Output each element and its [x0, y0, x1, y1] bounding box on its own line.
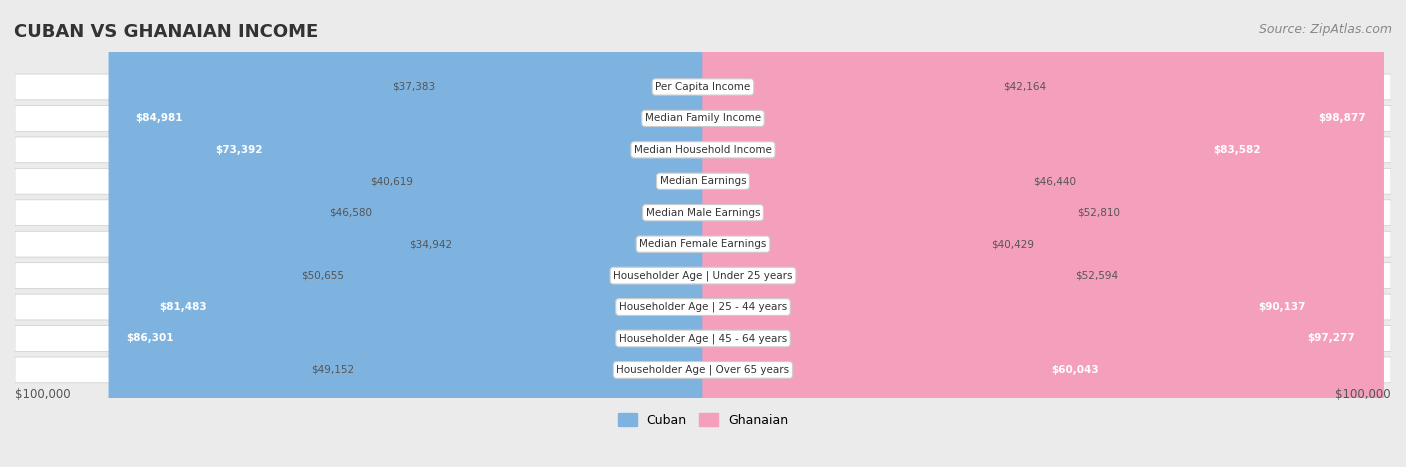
- Text: Source: ZipAtlas.com: Source: ZipAtlas.com: [1258, 23, 1392, 36]
- FancyBboxPatch shape: [197, 0, 703, 467]
- FancyBboxPatch shape: [703, 0, 994, 467]
- Text: $46,440: $46,440: [1033, 176, 1076, 186]
- Text: Per Capita Income: Per Capita Income: [655, 82, 751, 92]
- FancyBboxPatch shape: [15, 169, 1391, 194]
- Text: $52,810: $52,810: [1077, 208, 1119, 218]
- Text: $50,655: $50,655: [301, 270, 344, 281]
- FancyBboxPatch shape: [108, 0, 703, 467]
- Text: $100,000: $100,000: [1336, 388, 1391, 401]
- Text: $46,580: $46,580: [329, 208, 373, 218]
- Text: CUBAN VS GHANAIAN INCOME: CUBAN VS GHANAIAN INCOME: [14, 23, 318, 42]
- FancyBboxPatch shape: [703, 0, 1116, 467]
- FancyBboxPatch shape: [703, 0, 1067, 467]
- Text: $40,429: $40,429: [991, 239, 1035, 249]
- Text: Median Earnings: Median Earnings: [659, 176, 747, 186]
- FancyBboxPatch shape: [15, 231, 1391, 257]
- Text: $81,483: $81,483: [160, 302, 207, 312]
- FancyBboxPatch shape: [15, 106, 1391, 131]
- FancyBboxPatch shape: [15, 294, 1391, 320]
- FancyBboxPatch shape: [423, 0, 703, 467]
- Text: $86,301: $86,301: [127, 333, 174, 343]
- FancyBboxPatch shape: [703, 0, 1066, 467]
- Text: Median Family Income: Median Family Income: [645, 113, 761, 123]
- Text: $73,392: $73,392: [215, 145, 263, 155]
- Text: $42,164: $42,164: [1004, 82, 1046, 92]
- FancyBboxPatch shape: [15, 137, 1391, 163]
- Text: $40,619: $40,619: [370, 176, 413, 186]
- FancyBboxPatch shape: [15, 200, 1391, 226]
- FancyBboxPatch shape: [703, 0, 981, 467]
- Text: $83,582: $83,582: [1213, 145, 1261, 155]
- Text: $98,877: $98,877: [1319, 113, 1367, 123]
- FancyBboxPatch shape: [15, 263, 1391, 289]
- Text: $49,152: $49,152: [311, 365, 354, 375]
- Text: Median Household Income: Median Household Income: [634, 145, 772, 155]
- FancyBboxPatch shape: [364, 0, 703, 467]
- Text: Median Male Earnings: Median Male Earnings: [645, 208, 761, 218]
- FancyBboxPatch shape: [703, 0, 1024, 467]
- FancyBboxPatch shape: [142, 0, 703, 467]
- Text: $37,383: $37,383: [392, 82, 436, 92]
- Text: Householder Age | 25 - 44 years: Householder Age | 25 - 44 years: [619, 302, 787, 312]
- Legend: Cuban, Ghanaian: Cuban, Ghanaian: [613, 408, 793, 432]
- FancyBboxPatch shape: [354, 0, 703, 467]
- Text: $90,137: $90,137: [1258, 302, 1306, 312]
- Text: $34,942: $34,942: [409, 239, 453, 249]
- Text: $84,981: $84,981: [135, 113, 183, 123]
- FancyBboxPatch shape: [15, 74, 1391, 100]
- FancyBboxPatch shape: [463, 0, 703, 467]
- FancyBboxPatch shape: [703, 0, 1324, 467]
- FancyBboxPatch shape: [703, 0, 1278, 467]
- Text: $100,000: $100,000: [15, 388, 70, 401]
- Text: $52,594: $52,594: [1076, 270, 1118, 281]
- Text: Householder Age | Over 65 years: Householder Age | Over 65 years: [616, 365, 790, 375]
- FancyBboxPatch shape: [703, 0, 1372, 467]
- Text: Householder Age | Under 25 years: Householder Age | Under 25 years: [613, 270, 793, 281]
- Text: Householder Age | 45 - 64 years: Householder Age | 45 - 64 years: [619, 333, 787, 344]
- FancyBboxPatch shape: [15, 325, 1391, 351]
- FancyBboxPatch shape: [446, 0, 703, 467]
- Text: $97,277: $97,277: [1308, 333, 1355, 343]
- FancyBboxPatch shape: [703, 0, 1384, 467]
- FancyBboxPatch shape: [118, 0, 703, 467]
- Text: $60,043: $60,043: [1052, 365, 1099, 375]
- Text: Median Female Earnings: Median Female Earnings: [640, 239, 766, 249]
- FancyBboxPatch shape: [15, 357, 1391, 383]
- FancyBboxPatch shape: [382, 0, 703, 467]
